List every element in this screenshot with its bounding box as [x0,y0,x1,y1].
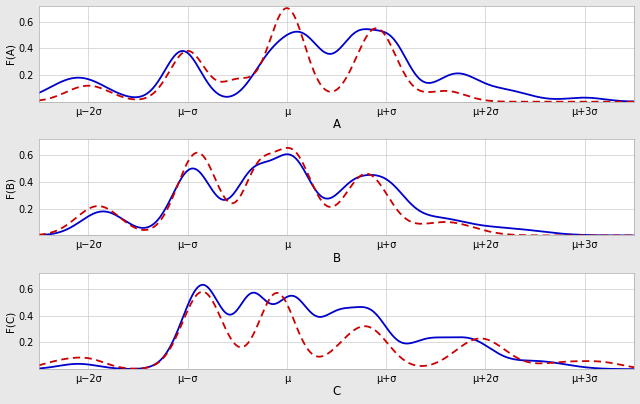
X-axis label: B: B [332,252,340,265]
X-axis label: C: C [332,385,340,398]
Y-axis label: F(B): F(B) [6,177,15,198]
Y-axis label: F(A): F(A) [6,43,15,64]
Y-axis label: F(C): F(C) [6,311,15,332]
X-axis label: A: A [333,118,340,131]
